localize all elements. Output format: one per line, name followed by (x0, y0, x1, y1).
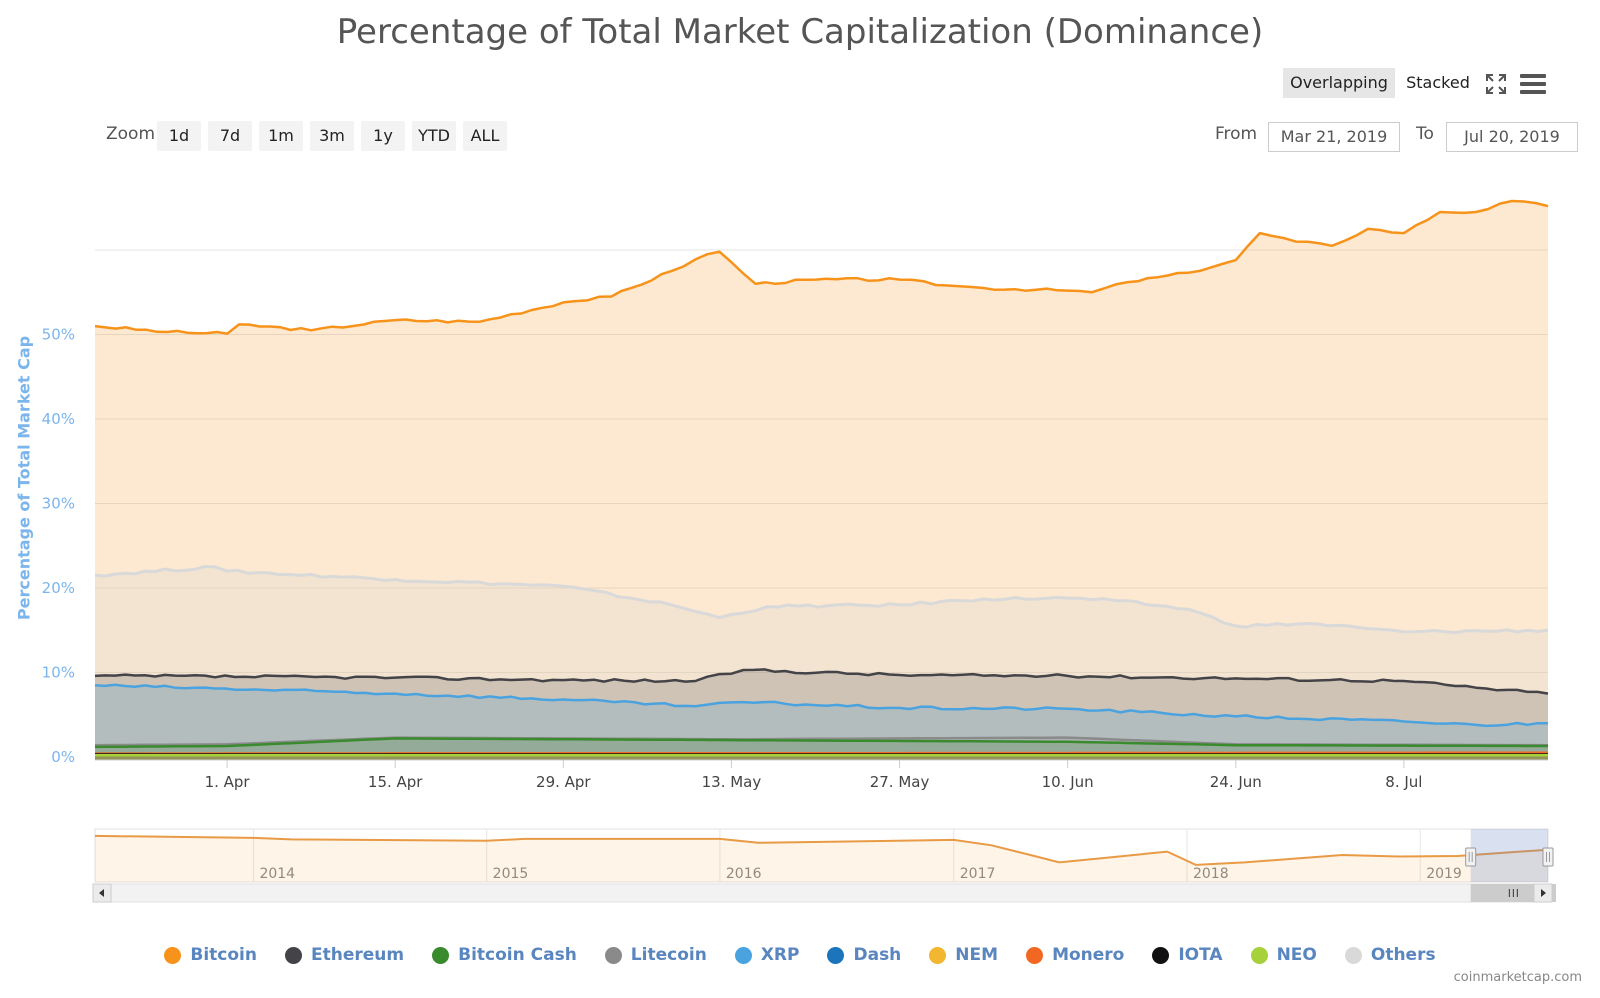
legend-label: Ethereum (311, 945, 405, 965)
legend-label: NEM (955, 945, 999, 965)
zoom-3m-button[interactable]: 3m (310, 121, 354, 151)
navigator-tick-label: 2018 (1193, 866, 1229, 882)
zoom-ytd-button[interactable]: YTD (412, 121, 456, 151)
navigator-series-line (94, 834, 1549, 866)
y-tick-label: 20% (42, 579, 75, 597)
legend-label: Bitcoin Cash (458, 945, 577, 965)
zoom-1m-button[interactable]: 1m (259, 121, 303, 151)
legend-marker-icon (1344, 946, 1362, 964)
stacked-button[interactable]: Stacked (1406, 73, 1470, 92)
x-tick-label: 13. May (702, 773, 762, 791)
legend-marker-icon (827, 946, 845, 964)
legend-item-iota[interactable]: IOTA (1152, 942, 1223, 968)
legend-label: Others (1370, 945, 1436, 965)
scroll-left-button[interactable] (92, 883, 112, 903)
navigator-area (95, 835, 1548, 882)
legend-label: Litecoin (630, 945, 707, 965)
legend-marker-icon (432, 946, 450, 964)
legend-marker-icon (929, 946, 947, 964)
y-tick-label: 50% (42, 326, 75, 344)
legend-label: Monero (1052, 945, 1125, 965)
legend: Bitcoin Ethereum Bitcoin Cash Litecoin XRP Da… (0, 942, 1600, 968)
legend-label: IOTA (1178, 945, 1223, 965)
from-label: From (1215, 124, 1258, 144)
chevron-left-icon (99, 889, 104, 897)
scrollbar-track[interactable] (92, 883, 1551, 903)
bitcoin-cash-series-line[interactable] (94, 737, 1548, 749)
series-lines (94, 199, 1549, 757)
scroll-right-button[interactable] (1533, 883, 1553, 903)
y-tick-label: 40% (42, 410, 75, 428)
navigator-tick-label: 2019 (1426, 866, 1462, 882)
legend-item-dash[interactable]: Dash (827, 942, 901, 968)
to-date-input[interactable]: Jul 20, 2019 (1446, 122, 1578, 152)
legend-marker-icon (604, 946, 622, 964)
legend-item-others[interactable]: Others (1344, 942, 1436, 968)
xrp-series-line[interactable] (94, 683, 1548, 728)
x-tick-label: 10. Jun (1042, 773, 1094, 791)
zoom-1y-button[interactable]: 1y (361, 121, 405, 151)
navigator-tick-label: 2016 (726, 866, 762, 882)
x-tick-label: 8. Jul (1385, 773, 1422, 791)
legend-item-bitcoin[interactable]: Bitcoin (164, 942, 257, 968)
zoom-7d-button[interactable]: 7d (208, 121, 252, 151)
zoom-label: Zoom (106, 124, 156, 144)
legend-marker-icon (1250, 946, 1268, 964)
y-tick-label: 30% (42, 495, 75, 513)
y-tick-label: 10% (42, 664, 75, 682)
legend-label: Dash (853, 945, 902, 965)
x-tick-label: 24. Jun (1210, 773, 1262, 791)
navigator-right-handle[interactable] (1542, 847, 1554, 867)
legend-item-litecoin[interactable]: Litecoin (604, 942, 707, 968)
from-date-input[interactable]: Mar 21, 2019 (1268, 122, 1400, 152)
credits-link[interactable]: coinmarketcap.com (1453, 970, 1582, 985)
grid-lines (95, 249, 1548, 758)
ethereum-series-line[interactable] (94, 668, 1549, 695)
navigator-tick-label: 2014 (259, 866, 295, 882)
navigator-tick-label: 2017 (960, 866, 996, 882)
legend-item-xrp[interactable]: XRP (734, 942, 800, 968)
chevron-right-icon (1541, 889, 1546, 897)
navigator-tick-label: 2015 (493, 866, 529, 882)
fullscreen-icon[interactable] (1485, 73, 1507, 95)
hamburger-menu-icon[interactable] (1520, 73, 1546, 95)
y-tick-label: 0% (51, 748, 75, 766)
legend-marker-icon (734, 946, 752, 964)
navigator-selection[interactable] (1470, 829, 1548, 882)
x-tick-label: 1. Apr (205, 773, 251, 791)
x-tick-label: 15. Apr (368, 773, 423, 791)
others-series-line[interactable] (94, 565, 1549, 634)
legend-marker-icon (1152, 946, 1170, 964)
navigator-left-handle[interactable] (1465, 847, 1477, 867)
legend-marker-icon (164, 946, 182, 964)
legend-label: XRP (760, 945, 800, 965)
legend-marker-icon (285, 946, 302, 964)
bitcoin-area (95, 201, 1548, 760)
to-label: To (1416, 124, 1434, 144)
others-area (95, 566, 1548, 760)
axes: 0% 10% 20% 30% 40% 50% 1. Apr 15. Apr 29. Apr 13.… (42, 326, 1548, 791)
navigator: 2014 2015 2016 2017 2018 2019 (92, 828, 1556, 903)
zoom-1d-button[interactable]: 1d (157, 121, 201, 151)
chart-title: Percentage of Total Market Capitalizatio… (336, 12, 1264, 52)
legend-item-ethereum[interactable]: Ethereum (285, 942, 404, 968)
legend-item-monero[interactable]: Monero (1026, 942, 1124, 968)
legend-item-neo[interactable]: NEO (1250, 942, 1317, 968)
legend-label: Bitcoin (190, 945, 257, 965)
legend-item-bitcoin-cash[interactable]: Bitcoin Cash (432, 942, 577, 968)
x-tick-label: 27. May (870, 773, 930, 791)
overlapping-button[interactable]: Overlapping (1283, 68, 1395, 98)
legend-label: NEO (1276, 945, 1317, 965)
bitcoin-series-line[interactable] (94, 199, 1549, 335)
legend-item-nem[interactable]: NEM (929, 942, 998, 968)
legend-marker-icon (1026, 946, 1044, 964)
zoom-all-button[interactable]: ALL (463, 121, 507, 151)
x-tick-label: 29. Apr (536, 773, 591, 791)
